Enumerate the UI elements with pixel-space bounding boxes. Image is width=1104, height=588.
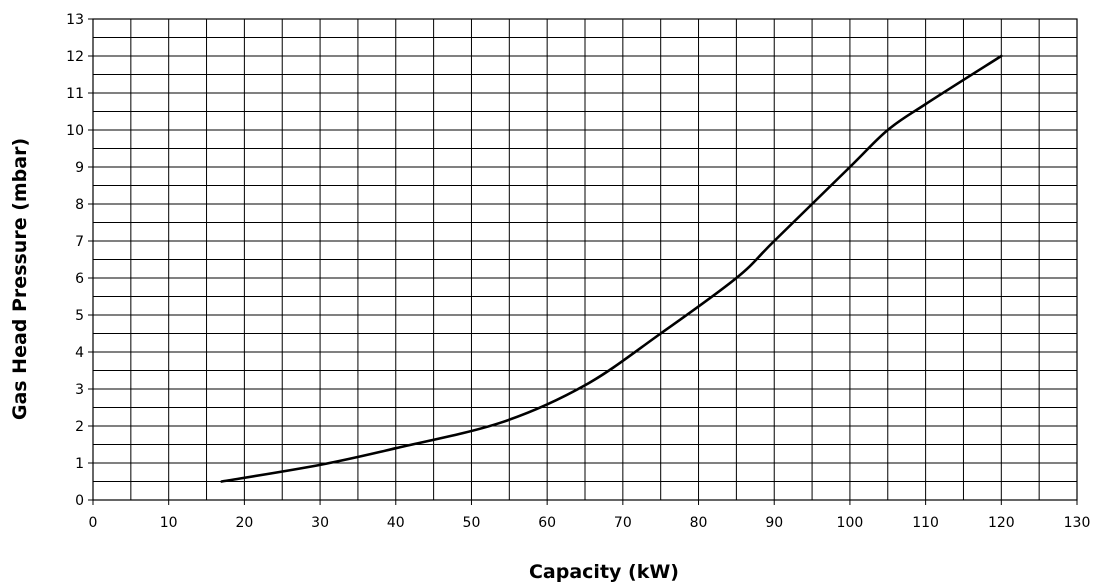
x-tick-label: 0 — [89, 515, 98, 531]
x-axis-title: Capacity (kW) — [529, 561, 679, 583]
plot-border — [92, 18, 1078, 501]
x-tick-label: 50 — [463, 515, 481, 531]
y-tick-label: 2 — [75, 419, 84, 435]
x-tick-label: 120 — [988, 515, 1015, 531]
x-tick-label: 100 — [837, 515, 864, 531]
y-tick-label: 4 — [75, 345, 84, 361]
x-tick-label: 40 — [387, 515, 405, 531]
plot-frame — [92, 18, 1078, 501]
y-tick-label: 1 — [75, 456, 84, 472]
gridlines — [92, 18, 1078, 501]
x-axis-ticks: 0 10 20 30 40 50 60 70 80 90 100 110 120 130 — [89, 500, 1091, 531]
y-tick-label: 5 — [75, 308, 84, 324]
series-line — [220, 54, 1003, 483]
series-layer — [220, 54, 1003, 483]
y-tick-label: 13 — [66, 12, 84, 28]
y-tick-label: 10 — [66, 123, 84, 139]
x-tick-label: 130 — [1064, 515, 1091, 531]
x-tick-label: 90 — [765, 515, 783, 531]
y-tick-label: 0 — [75, 493, 84, 509]
x-tick-label: 30 — [311, 515, 329, 531]
x-tick-label: 20 — [235, 515, 253, 531]
x-tick-label: 60 — [538, 515, 556, 531]
x-tick-label: 80 — [690, 515, 708, 531]
x-tick-label: 70 — [614, 515, 632, 531]
y-tick-label: 12 — [66, 49, 84, 65]
y-tick-label: 7 — [75, 234, 84, 250]
x-tick-label: 110 — [912, 515, 939, 531]
y-tick-label: 3 — [75, 382, 84, 398]
y-tick-label: 6 — [75, 271, 84, 287]
x-tick-label: 10 — [160, 515, 178, 531]
y-axis-title: Gas Head Pressure (mbar) — [9, 138, 31, 420]
y-tick-label: 8 — [75, 197, 84, 213]
y-tick-label: 9 — [75, 160, 84, 176]
y-tick-label: 11 — [66, 86, 84, 102]
